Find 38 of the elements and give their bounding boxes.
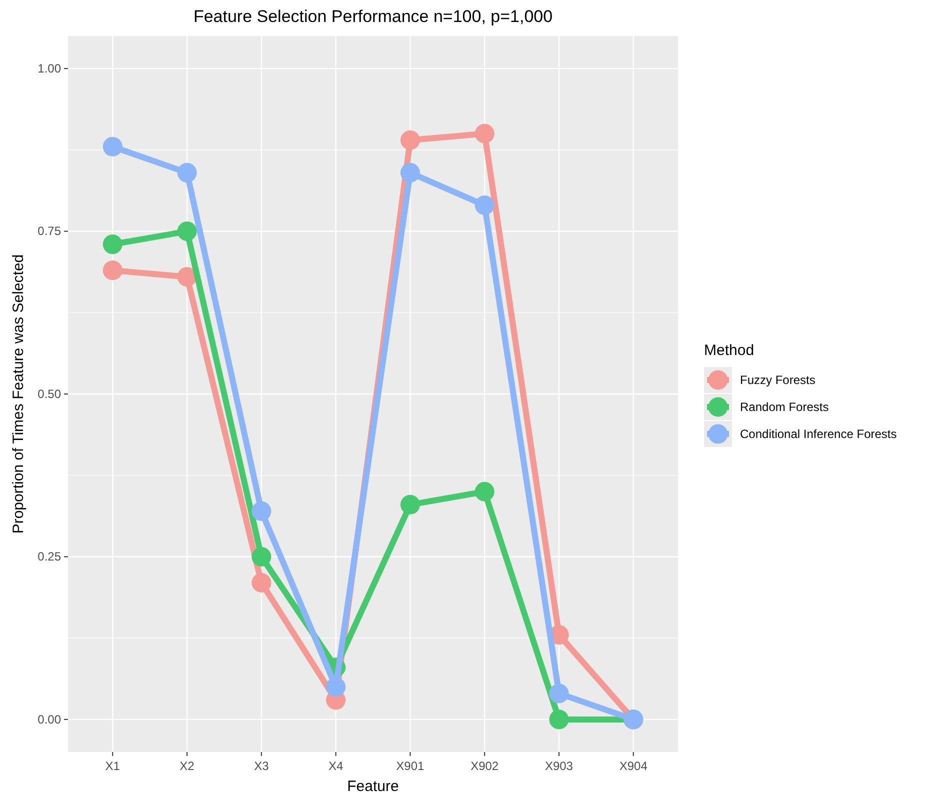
point xyxy=(474,195,494,215)
x-tick-label: X903 xyxy=(544,758,574,773)
y-tick-label: 0.00 xyxy=(38,712,62,726)
point xyxy=(102,234,122,254)
legend-label: Random Forests xyxy=(740,400,829,414)
y-axis-title: Proportion of Times Feature was Selected xyxy=(10,254,27,534)
x-tick-label: X1 xyxy=(105,758,120,773)
legend-label: Conditional Inference Forests xyxy=(740,427,897,441)
point xyxy=(400,162,420,182)
legend-label: Fuzzy Forests xyxy=(740,373,816,387)
y-tick-label: 0.50 xyxy=(38,386,62,401)
legend-title: Method xyxy=(704,342,754,359)
point xyxy=(102,136,122,156)
x-tick-label: X4 xyxy=(328,758,344,773)
x-tick-label: X902 xyxy=(470,758,499,773)
point xyxy=(474,124,494,144)
x-tick-label: X904 xyxy=(619,758,648,773)
point xyxy=(177,267,197,287)
point xyxy=(474,482,494,502)
y-tick-label: 0.25 xyxy=(38,550,62,564)
point xyxy=(252,501,272,521)
x-tick-label: X901 xyxy=(396,758,425,773)
point xyxy=(549,710,569,730)
point xyxy=(102,260,122,280)
y-tick-label: 1.00 xyxy=(38,61,62,76)
chart-title: Feature Selection Performance n=100, p=1,000 xyxy=(193,7,553,26)
point xyxy=(549,684,569,704)
point xyxy=(252,573,272,593)
point xyxy=(177,222,197,242)
y-tick-label: 0.75 xyxy=(38,224,62,238)
point xyxy=(177,162,197,182)
point xyxy=(400,494,420,514)
point xyxy=(326,677,346,697)
point xyxy=(400,130,420,150)
x-tick-label: X2 xyxy=(180,758,195,773)
point xyxy=(252,546,272,566)
x-axis-title: Feature xyxy=(347,778,399,793)
x-tick-label: X3 xyxy=(254,758,270,773)
